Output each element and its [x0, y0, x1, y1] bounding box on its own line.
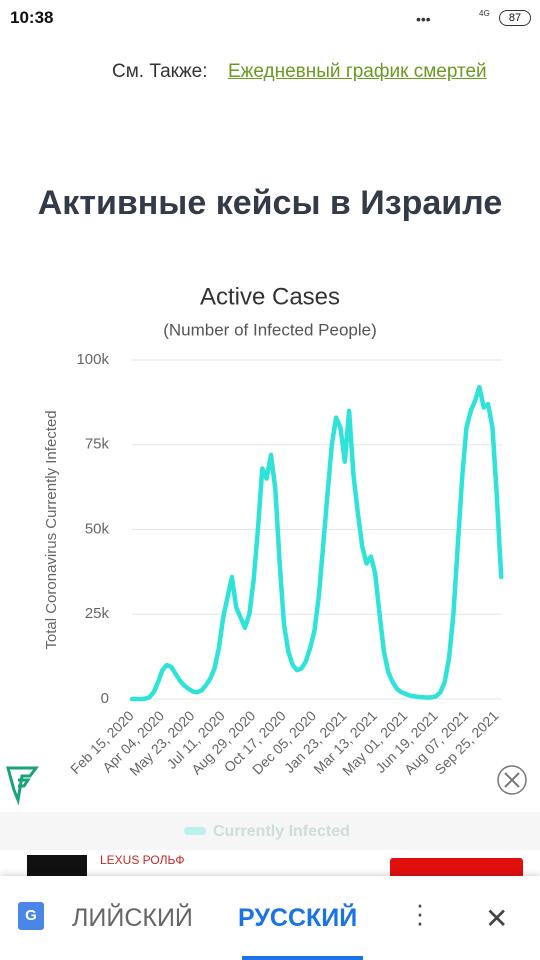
- ad[interactable]: LEXUS РОЛЬФ: [0, 850, 540, 880]
- translate-icon: G: [18, 902, 44, 930]
- close-button[interactable]: ✕: [485, 903, 509, 934]
- status-time: 10:38: [10, 8, 54, 27]
- y-tick-label: 0: [101, 690, 109, 707]
- legend-label: Currently Infected: [213, 823, 350, 840]
- logo: [6, 766, 39, 806]
- ad-button[interactable]: [390, 858, 523, 880]
- legend-band: [0, 812, 540, 850]
- legend-swatch: [184, 827, 206, 835]
- chart-subtitle: (Number of Infected People): [163, 320, 377, 339]
- y-tick-label: 100k: [76, 351, 109, 368]
- y-axis-label: Total Coronavirus Currently Infected: [43, 410, 60, 649]
- close-icon: [504, 772, 520, 788]
- network: 4G: [479, 9, 490, 18]
- menu-button[interactable]: · · ·: [415, 889, 425, 937]
- language[interactable]: ЛИЙСКИЙ: [72, 904, 193, 932]
- translate-bar: G ЛИЙСКИЙ РУССКИЙ · · · ✕: [0, 876, 540, 960]
- y-tick-label: 75k: [85, 436, 110, 453]
- data-line: [129, 384, 504, 702]
- heading: Активные кейсы в Израиле: [37, 184, 503, 222]
- status-icons: •••: [416, 11, 431, 27]
- see-also-label: См. Также:: [112, 61, 208, 82]
- language[interactable]: РУССКИЙ: [238, 904, 358, 932]
- chart-title: Active Cases: [200, 283, 340, 310]
- battery: 87: [499, 10, 531, 26]
- ad-logo: [27, 855, 87, 880]
- ad-brand: LEXUS РОЛЬФ: [100, 853, 185, 867]
- y-tick-label: 50k: [85, 520, 110, 537]
- chart: Active Cases (Number of Infected People)…: [0, 283, 540, 850]
- see-also-link[interactable]: Ежедневный график смертей: [228, 61, 487, 82]
- y-tick-label: 25k: [85, 605, 110, 622]
- active-underline: [242, 956, 363, 960]
